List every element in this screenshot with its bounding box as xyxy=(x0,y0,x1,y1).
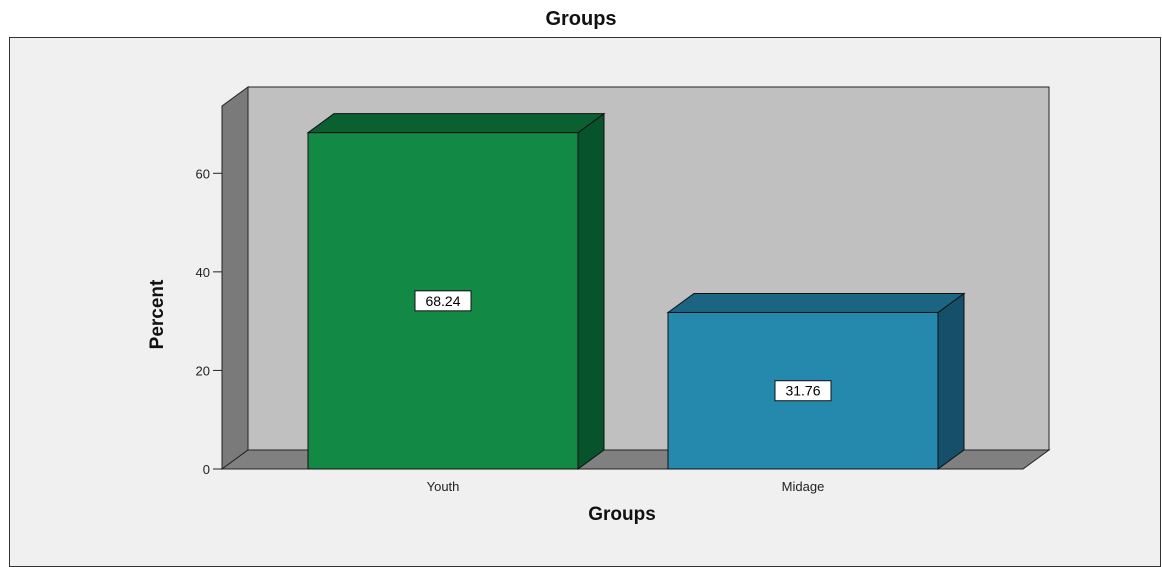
y-axis-title: Percent xyxy=(147,279,168,349)
bar-top xyxy=(306,113,606,134)
y-tick-label: 20 xyxy=(196,363,210,378)
data-label: 31.76 xyxy=(785,383,820,399)
y-tick-label: 0 xyxy=(203,462,210,477)
chart-side-wall xyxy=(221,86,249,470)
bars: 68.24 31.76 xyxy=(306,112,966,470)
data-label-box xyxy=(774,380,832,402)
bar-top xyxy=(666,292,966,313)
x-tick-label: Youth xyxy=(427,479,460,494)
bar-midage: 31.76 xyxy=(666,292,966,470)
data-label: 68.24 xyxy=(425,293,460,309)
y-tick-label: 40 xyxy=(196,265,210,280)
x-tick-label: Midage xyxy=(782,479,825,494)
y-axis-ticks: 0 20 40 60 xyxy=(196,166,222,477)
y-tick-label: 60 xyxy=(196,166,210,181)
x-axis-title: Groups xyxy=(588,504,656,525)
bar-side xyxy=(577,112,605,470)
x-axis-tick-labels: Youth Midage xyxy=(427,479,825,494)
bar-side xyxy=(937,292,965,470)
chart-title: Groups xyxy=(545,8,617,30)
bar-youth: 68.24 xyxy=(306,112,606,470)
data-label-box xyxy=(414,290,472,312)
